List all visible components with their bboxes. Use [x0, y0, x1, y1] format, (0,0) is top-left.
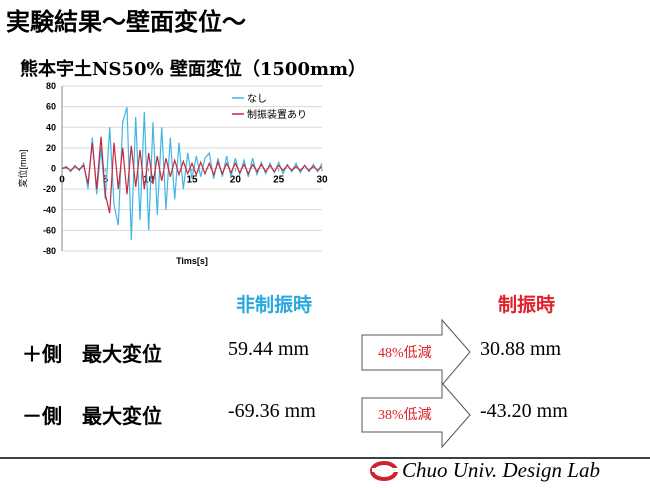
header-after: 制振時	[498, 294, 556, 316]
y-tick-label: 60	[46, 102, 56, 112]
row-label: －側 最大変位	[22, 404, 162, 428]
series-line	[61, 136, 323, 214]
header-before: 非制振時	[236, 294, 313, 316]
value-after: 30.88 mm	[480, 338, 562, 360]
y-axis-label: 変位[mm]	[17, 150, 28, 188]
x-axis-label: Tims[s]	[176, 256, 208, 266]
y-tick-label: 40	[46, 122, 56, 132]
logo	[370, 461, 398, 481]
x-tick-label: 30	[316, 175, 328, 186]
y-tick-label: -80	[43, 246, 56, 256]
y-tick-label: -20	[43, 184, 56, 194]
reduction: 38%低減	[378, 408, 432, 423]
value-before: 59.44 mm	[228, 338, 310, 360]
x-tick-label: 10	[143, 175, 155, 186]
legend-label: なし	[247, 93, 267, 105]
value-before: -69.36 mm	[228, 400, 316, 422]
y-tick-label: 20	[46, 143, 56, 153]
value-after: -43.20 mm	[480, 400, 568, 422]
y-tick-label: -40	[43, 205, 56, 215]
x-tick-label: 20	[230, 175, 242, 186]
footer-text: Chuo Univ. Design Lab	[402, 458, 600, 482]
slide-title: 実験結果～壁面変位～	[6, 8, 246, 36]
x-tick-label: 5	[103, 175, 109, 186]
chart: -80-60-40-20020406080051015202530Tims[s]…	[17, 81, 328, 266]
x-tick-label: 15	[186, 175, 198, 186]
chart-title: 熊本宇土NS50% 壁面変位（1500mm）	[20, 59, 367, 80]
y-tick-label: -60	[43, 225, 56, 235]
row-label: ＋側 最大変位	[22, 342, 162, 366]
y-tick-label: 80	[46, 81, 56, 91]
legend-label: 制振装置あり	[247, 108, 307, 121]
y-tick-label: 0	[51, 164, 56, 174]
series-line	[61, 107, 323, 241]
logo	[372, 468, 398, 472]
x-tick-label: 25	[273, 175, 285, 186]
reduction: 48%低減	[378, 346, 432, 361]
